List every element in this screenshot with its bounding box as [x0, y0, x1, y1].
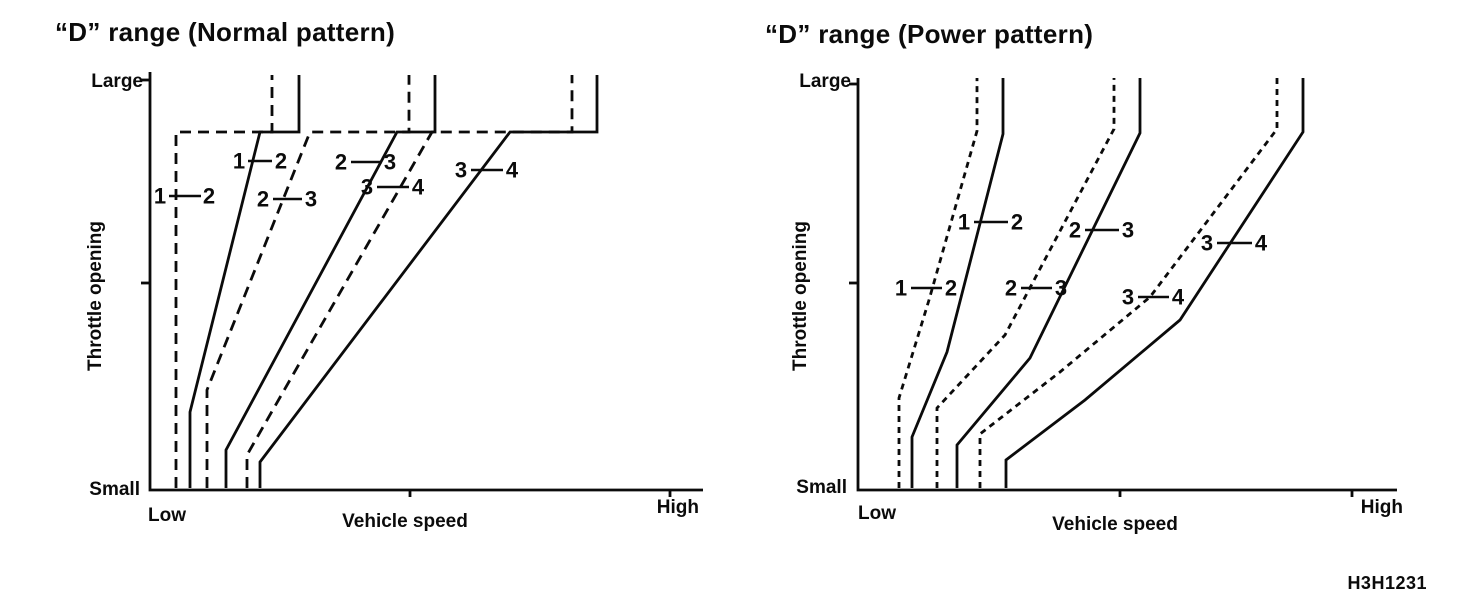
shift-line-3-4-solid	[258, 75, 599, 488]
shift-gear-number: 3	[455, 158, 467, 183]
chart-power-axes	[849, 78, 1397, 497]
y-axis-title: Throttle opening	[790, 221, 811, 371]
shift-gear-number: 2	[335, 150, 347, 175]
shift-gear-number: 3	[1201, 231, 1213, 256]
shift-line-2-3-solid	[955, 78, 1142, 488]
chart-power-curves	[897, 78, 1305, 488]
chart-normal-axes	[141, 72, 703, 497]
shift-line-1-2-dashed	[897, 78, 979, 488]
shift-gear-number: 3	[1055, 276, 1067, 301]
shift-line-2-3-dashed	[935, 78, 1116, 488]
x-axis-title: Vehicle speed	[1052, 514, 1178, 535]
shift-gear-number: 1	[895, 276, 907, 301]
shift-gear-number: 4	[506, 158, 519, 183]
shift-gear-number: 2	[257, 187, 269, 212]
y-axis-top-label: Large	[91, 71, 143, 92]
y-axis-bottom-label: Small	[796, 477, 847, 498]
shift-line-2-3-solid	[224, 75, 437, 488]
shift-gear-number: 3	[1122, 218, 1134, 243]
shift-line-3-4-dashed	[245, 75, 574, 488]
y-axis-bottom-label: Small	[89, 479, 140, 500]
shift-gear-number: 1	[958, 210, 970, 235]
chart-power-shift-labels: 1 2 1 2 2 3 2 3 3 4 3 4	[895, 210, 1268, 310]
chart-normal-shift-labels: 1 21 22 32 33 43 4	[154, 149, 519, 212]
shift-gear-number: 2	[1069, 218, 1081, 243]
x-axis-right-label: High	[657, 497, 699, 518]
axis-line	[856, 78, 1397, 492]
shift-gear-number: 4	[412, 175, 425, 200]
shift-gear-number: 3	[1122, 285, 1134, 310]
figure-reference-code: H3H1231	[1347, 573, 1427, 593]
shift-line-1-2-solid	[188, 75, 301, 488]
x-axis-title: Vehicle speed	[342, 511, 468, 532]
y-axis-title: Throttle opening	[85, 221, 106, 371]
shift-gear-number: 2	[1011, 210, 1023, 235]
shift-gear-number: 3	[361, 175, 373, 200]
shift-gear-number: 3	[384, 150, 396, 175]
shift-line-1-2-solid	[910, 78, 1005, 488]
shift-gear-number: 4	[1255, 231, 1268, 256]
shift-line-3-4-solid	[1004, 78, 1305, 488]
x-axis-right-label: High	[1361, 497, 1403, 518]
shift-gear-number: 1	[154, 184, 166, 209]
chart-title: “D” range (Power pattern)	[765, 19, 1093, 49]
shift-gear-number: 1	[233, 149, 245, 174]
shift-gear-number: 2	[1005, 276, 1017, 301]
shift-gear-number: 3	[305, 187, 317, 212]
chart-normal-pattern: “D” range (Normal pattern) Large Small L…	[55, 17, 703, 532]
shift-gear-number: 2	[275, 149, 287, 174]
chart-normal-curves	[174, 75, 599, 488]
shift-line-1-2-dashed	[174, 75, 274, 488]
chart-power-pattern: “D” range (Power pattern) Large Small Lo…	[765, 19, 1403, 535]
shift-gear-number: 2	[945, 276, 957, 301]
y-axis-top-label: Large	[799, 71, 851, 92]
shift-gear-number: 4	[1172, 285, 1185, 310]
axis-line	[148, 72, 703, 492]
shift-line-3-4-dashed	[978, 78, 1279, 488]
shift-line-2-3-dashed	[205, 75, 411, 488]
chart-title: “D” range (Normal pattern)	[55, 17, 395, 47]
shift-gear-number: 2	[203, 184, 215, 209]
x-axis-left-label: Low	[148, 505, 186, 526]
x-axis-left-label: Low	[858, 503, 896, 524]
